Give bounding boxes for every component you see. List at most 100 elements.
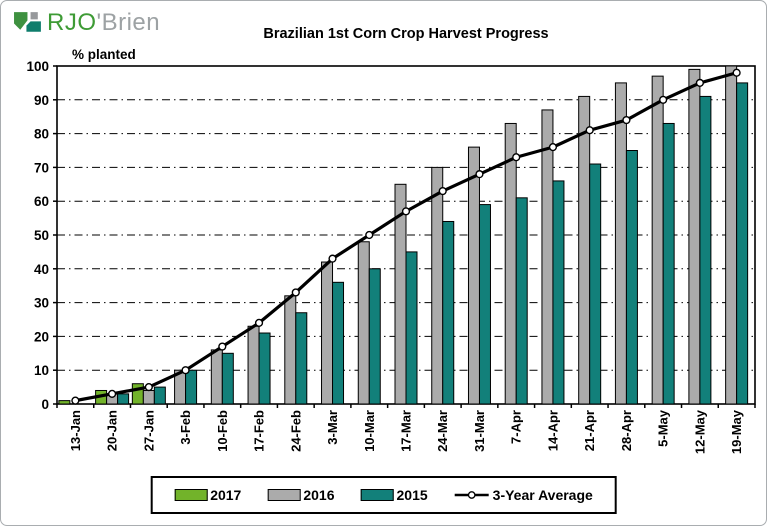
legend-item-2015: 2015 xyxy=(360,487,428,503)
average-marker-3-Feb xyxy=(181,366,190,375)
x-axis-label-24-Mar: 24-Mar xyxy=(435,410,450,452)
x-axis-label-5-May: 5-May xyxy=(656,409,671,447)
average-marker-28-Apr xyxy=(622,115,631,125)
y-tick-label-100: 100 xyxy=(26,59,49,74)
bar-2015-3-Feb xyxy=(185,369,198,405)
bar-2016-14-Apr xyxy=(541,109,554,405)
average-marker-12-May xyxy=(695,78,704,88)
y-tick-label-60: 60 xyxy=(34,194,49,209)
x-axis-label-13-Jan: 13-Jan xyxy=(68,410,83,451)
bar-2015-10-Feb xyxy=(221,352,234,405)
average-marker-14-Apr xyxy=(548,143,558,152)
average-marker-17-Feb xyxy=(254,318,264,327)
bar-2015-20-Jan xyxy=(117,393,130,405)
bar-2015-5-May xyxy=(662,122,675,405)
x-axis-label-17-Mar: 17-Mar xyxy=(399,410,414,452)
bar-2016-10-Mar xyxy=(357,241,370,405)
average-marker-10-Mar xyxy=(365,230,374,240)
average-marker-13-Jan xyxy=(71,396,80,405)
bar-2015-12-May xyxy=(699,95,712,405)
average-marker-17-Mar xyxy=(401,207,411,216)
legend-label-2016: 2016 xyxy=(303,487,335,503)
rjobrien-logo-text: RJO'Brien xyxy=(47,9,160,37)
bar-2015-10-Mar xyxy=(368,268,381,405)
bar-2015-3-Mar xyxy=(332,281,345,405)
bar-2016-24-Mar xyxy=(431,166,444,405)
chart-legend: 2017 2016 2015 3-Year Average xyxy=(150,476,617,514)
x-axis-label-3-Mar: 3-Mar xyxy=(325,410,340,445)
y-tick-label-0: 0 xyxy=(41,397,49,412)
bar-2017-13-Jan xyxy=(58,400,71,405)
legend-swatch-2016 xyxy=(267,489,301,501)
average-marker-10-Feb xyxy=(218,342,227,351)
bar-2015-19-May xyxy=(736,82,749,405)
x-axis-label-7-Apr: 7-Apr xyxy=(509,410,524,444)
bar-2016-10-Feb xyxy=(210,349,223,405)
legend-swatch-2015 xyxy=(360,489,394,501)
x-axis-label-17-Feb: 17-Feb xyxy=(252,410,267,452)
legend-label-2015: 2015 xyxy=(396,487,428,503)
x-axis-label-10-Mar: 10-Mar xyxy=(362,410,377,452)
bar-2015-24-Mar xyxy=(442,220,455,405)
average-marker-24-Feb xyxy=(291,288,300,297)
bar-2015-14-Apr xyxy=(552,180,565,405)
bar-2015-28-Apr xyxy=(625,150,638,405)
bar-2017-27-Jan xyxy=(131,383,144,405)
y-tick-label-40: 40 xyxy=(34,262,49,277)
average-marker-24-Mar xyxy=(438,186,447,196)
average-marker-27-Jan xyxy=(144,383,153,392)
y-axis-title: % planted xyxy=(72,47,136,62)
average-marker-3-Mar xyxy=(328,254,337,263)
y-tick-label-70: 70 xyxy=(34,160,49,175)
average-marker-7-Apr xyxy=(512,153,521,162)
legend-swatch-2017 xyxy=(174,489,208,501)
bar-2016-27-Jan xyxy=(142,389,155,405)
x-axis-label-21-Apr: 21-Apr xyxy=(582,410,597,451)
average-marker-19-May xyxy=(732,68,741,77)
average-marker-5-May xyxy=(659,95,668,104)
bar-2016-5-May xyxy=(651,75,664,405)
harvest-progress-chart: 0 10 20 30 40 50 60 70 80 90 100 13-Jan 20-Jan 27-Jan… xyxy=(26,59,756,454)
y-tick-label-20: 20 xyxy=(34,329,49,344)
chart-title: Brazilian 1st Corn Crop Harvest Progress xyxy=(263,26,549,42)
bar-2015-27-Jan xyxy=(153,386,166,405)
x-axis-label-24-Feb: 24-Feb xyxy=(288,410,303,452)
x-axis-label-12-May: 12-May xyxy=(692,409,707,454)
x-axis-label-27-Jan: 27-Jan xyxy=(141,410,156,451)
x-axis-label-19-May: 19-May xyxy=(729,409,744,454)
rjobrien-logo-icon xyxy=(14,11,41,32)
bar-2015-31-Mar xyxy=(478,204,491,405)
bar-2015-7-Apr xyxy=(515,197,528,405)
x-axis-label-31-Mar: 31-Mar xyxy=(472,410,487,452)
legend-average-line-sample xyxy=(454,491,489,499)
y-tick-label-50: 50 xyxy=(34,228,49,243)
bar-2015-17-Feb xyxy=(258,332,271,405)
bar-2016-3-Mar xyxy=(321,261,334,405)
legend-label-2017: 2017 xyxy=(210,487,242,503)
x-axis-label-28-Apr: 28-Apr xyxy=(619,410,634,451)
bar-2016-31-Mar xyxy=(467,146,480,405)
average-marker-31-Mar xyxy=(475,170,484,179)
legend-item-2016: 2016 xyxy=(267,487,335,503)
bar-2016-12-May xyxy=(688,68,701,405)
legend-item-2017: 2017 xyxy=(174,487,241,503)
x-axis-label-14-Apr: 14-Apr xyxy=(545,410,560,451)
bar-2016-17-Feb xyxy=(247,325,260,405)
bar-2016-24-Feb xyxy=(284,295,297,405)
logo-text-gray: 'Brien xyxy=(96,9,161,36)
rjobrien-logo: RJO'Brien xyxy=(13,9,160,37)
bar-2015-17-Mar xyxy=(405,251,418,405)
x-axis-label-3-Feb: 3-Feb xyxy=(178,410,193,445)
bar-2015-21-Apr xyxy=(589,163,602,405)
average-marker-20-Jan xyxy=(108,389,117,398)
bar-2016-7-Apr xyxy=(504,122,517,405)
x-axis-label-10-Feb: 10-Feb xyxy=(215,410,230,452)
y-tick-label-30: 30 xyxy=(34,296,49,311)
bar-2016-19-May xyxy=(725,65,738,405)
y-tick-label-10: 10 xyxy=(34,363,49,378)
average-marker-21-Apr xyxy=(585,126,594,135)
legend-label-average: 3-Year Average xyxy=(492,487,593,503)
y-tick-label-80: 80 xyxy=(34,127,49,142)
legend-item-average: 3-Year Average xyxy=(454,487,593,503)
